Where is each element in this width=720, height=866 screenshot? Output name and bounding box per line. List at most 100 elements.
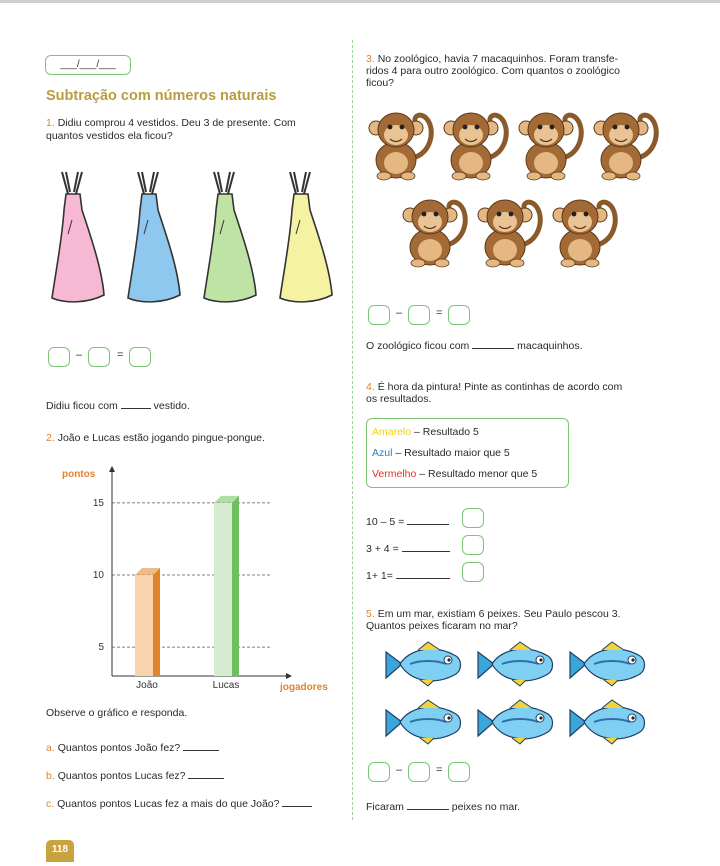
q5-answer-box-3[interactable]	[448, 762, 470, 782]
question-2-text: João e Lucas estão jogando pingue-pongue…	[57, 432, 265, 444]
bar-joao	[135, 575, 153, 676]
legend-blue-rest: – Resultado maior que 5	[392, 447, 510, 459]
expression-2-color-box[interactable]	[462, 535, 484, 555]
y-tick-label: 15	[93, 498, 105, 509]
monkey-1	[368, 112, 434, 181]
q1-answer-after: vestido.	[153, 400, 190, 412]
q2-item-c-letter: c.	[46, 798, 55, 810]
question-4-number: 4.	[366, 381, 375, 393]
q2-item-a: a. Quantos pontos João fez?	[46, 742, 220, 754]
fish-5	[477, 699, 554, 745]
legend-red: Vermelho – Resultado menor que 5	[372, 468, 537, 480]
q1-answer-box-2[interactable]	[88, 347, 110, 367]
q1-answer-line: Didiu ficou com vestido.	[46, 400, 190, 412]
fish-6	[569, 699, 646, 745]
q3-answer-box-2[interactable]	[408, 305, 430, 325]
page-number: 118	[46, 840, 74, 862]
points-chart: pontos jogadores 5 10 15 João Lucas	[62, 466, 328, 693]
question-4-text-line1: É hora da pintura! Pinte as continhas de…	[377, 381, 623, 393]
q2-item-b: b. Quantos pontos Lucas fez?	[46, 770, 225, 782]
q1-answer-box-1[interactable]	[48, 347, 70, 367]
column-divider	[352, 40, 353, 820]
monkey-3	[518, 112, 584, 181]
y-tick-label: 10	[93, 570, 105, 581]
expression-3-blank[interactable]	[395, 578, 450, 579]
q5-answer-box-1[interactable]	[368, 762, 390, 782]
q1-answer-blank[interactable]	[120, 408, 151, 409]
x-tick-label: João	[136, 680, 158, 691]
question-2: 2. João e Lucas estão jogando pingue-pon…	[46, 432, 265, 444]
q3-answer-after: macaquinhos.	[517, 340, 583, 352]
q1-answer-box-3[interactable]	[129, 347, 151, 367]
legend-red-word: Vermelho	[372, 468, 417, 480]
expression-3-text: 1+ 1=	[366, 570, 393, 582]
monkey-5	[402, 199, 468, 268]
expression-1: 10 – 5 =	[366, 516, 450, 528]
expression-1-blank[interactable]	[407, 524, 450, 525]
q2-item-a-text: Quantos pontos João fez?	[57, 742, 181, 754]
monkey-2	[443, 112, 509, 181]
q2-observe-text: Observe o gráfico e responda.	[46, 707, 188, 719]
date-placeholder: ___/___/___	[60, 59, 116, 70]
q5-answer-after: peixes no mar.	[451, 801, 521, 813]
dress-3	[203, 171, 257, 303]
q2-item-a-blank[interactable]	[183, 750, 220, 751]
expression-1-color-box[interactable]	[462, 508, 484, 528]
q3-answer-box-3[interactable]	[448, 305, 470, 325]
bar-top-joao	[135, 568, 160, 575]
legend-yellow: Amarelo – Resultado 5	[372, 426, 479, 438]
fish-2	[477, 641, 554, 687]
x-axis-arrow	[286, 673, 292, 679]
y-tick-label: 5	[98, 642, 104, 653]
question-3-text-line1: No zoológico, havia 7 macaquinhos. Foram…	[377, 53, 619, 65]
legend-blue: Azul – Resultado maior que 5	[372, 447, 510, 459]
monkey-7	[552, 199, 618, 268]
monkey-6	[477, 199, 543, 268]
expression-3-color-box[interactable]	[462, 562, 484, 582]
q1-minus-sign: –	[76, 349, 83, 361]
dress-1	[51, 171, 105, 303]
question-4: 4. É hora da pintura! Pinte as continhas…	[366, 381, 666, 405]
question-2-number: 2.	[46, 432, 55, 444]
legend-blue-word: Azul	[372, 447, 393, 459]
question-1: 1. Didiu comprou 4 vestidos. Deu 3 de pr…	[46, 117, 346, 143]
q1-answer-before: Didiu ficou com	[46, 400, 118, 412]
bar-side-lucas	[232, 495, 239, 676]
q5-answer-box-2[interactable]	[408, 762, 430, 782]
expression-1-text: 10 – 5 =	[366, 516, 405, 528]
bar-top-lucas	[214, 495, 239, 503]
color-legend: Amarelo – Resultado 5 Azul – Resultado m…	[366, 418, 569, 488]
expression-2: 3 + 4 =	[366, 543, 450, 555]
x-tick-label: Lucas	[213, 680, 240, 691]
question-1-number: 1.	[46, 117, 55, 129]
question-3-text-line3: ficou?	[366, 77, 395, 89]
q2-item-b-letter: b.	[46, 770, 55, 782]
q3-answer-box-1[interactable]	[368, 305, 390, 325]
question-3-text-line2: ridos 4 para outro zoológico. Com quanto…	[366, 65, 620, 77]
expression-2-text: 3 + 4 =	[366, 543, 399, 555]
q5-answer-blank[interactable]	[406, 809, 449, 810]
q3-minus-sign: –	[396, 307, 403, 319]
q5-equals-sign: =	[436, 764, 443, 776]
x-axis-label: jogadores	[279, 682, 328, 693]
fish-illustration	[385, 641, 646, 745]
q3-answer-blank[interactable]	[472, 348, 515, 349]
monkey-4	[593, 112, 659, 181]
question-3-number: 3.	[366, 53, 375, 65]
question-5-number: 5.	[366, 608, 375, 620]
q2-item-c-blank[interactable]	[282, 806, 313, 807]
fish-3	[569, 641, 646, 687]
q2-item-b-blank[interactable]	[188, 778, 225, 779]
bar-side-joao	[153, 568, 160, 676]
y-axis-arrow	[109, 466, 115, 472]
fish-1	[385, 641, 462, 687]
date-field[interactable]: ___/___/___	[45, 55, 131, 75]
expression-2-blank[interactable]	[401, 551, 450, 552]
q2-item-c: c. Quantos pontos Lucas fez a mais do qu…	[46, 798, 313, 810]
q5-minus-sign: –	[396, 764, 403, 776]
q1-equals-sign: =	[117, 349, 124, 361]
question-5-text-line1: Em um mar, existiam 6 peixes. Seu Paulo …	[377, 608, 621, 620]
fish-4	[385, 699, 462, 745]
bar-lucas	[214, 502, 232, 676]
legend-yellow-word: Amarelo	[372, 426, 412, 438]
